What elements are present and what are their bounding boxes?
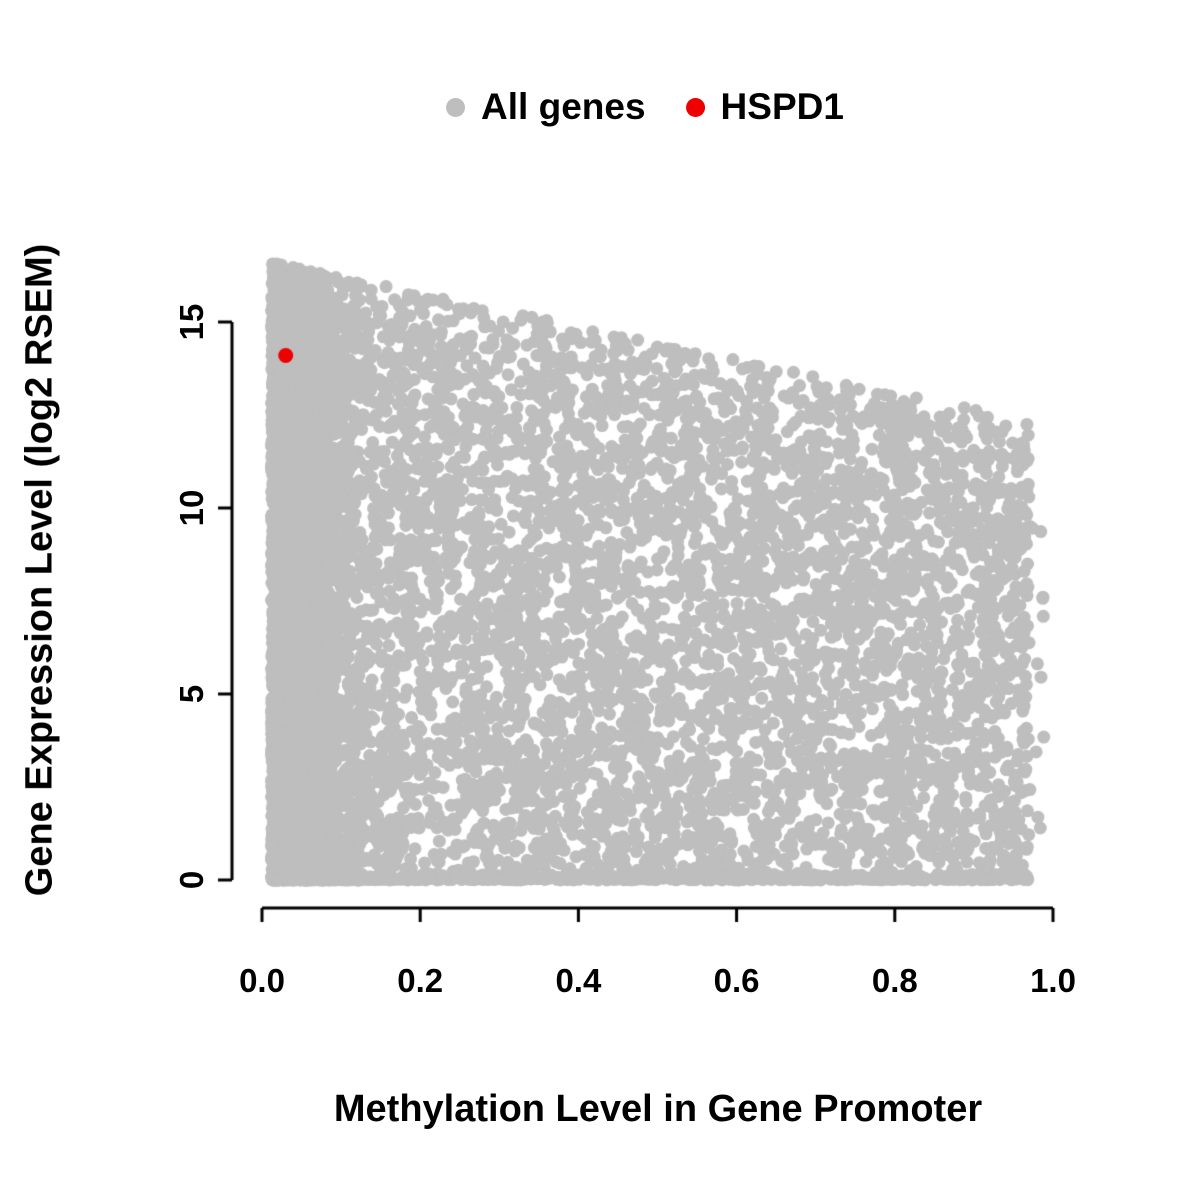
y-tick-label: 0 [173,870,210,890]
legend-item-all-genes: All genes [446,86,646,128]
x-tick-label: 0.4 [555,962,602,999]
legend-label-hspd1: HSPD1 [720,86,844,127]
x-tick-label: 0.2 [397,962,444,999]
y-tick-label: 5 [173,684,210,704]
x-axis-title: Methylation Level in Gene Promoter [333,1088,983,1130]
y-axis-title: Gene Expression Level (log2 RSEM) [18,243,61,897]
legend-label-all-genes: All genes [481,86,646,127]
chart-legend: All genes HSPD1 [446,86,844,128]
x-tick-label: 0.8 [871,962,918,999]
x-tick-label: 0.0 [239,962,285,999]
x-tick-label: 0.6 [713,962,760,999]
y-tick-label: 15 [173,303,210,341]
y-tick-label: 10 [173,489,210,527]
legend-dot-all-genes-icon [446,97,466,117]
legend-dot-hspd1-icon [685,97,705,117]
x-tick-label: 1.0 [1030,962,1076,999]
legend-item-hspd1: HSPD1 [685,86,844,128]
